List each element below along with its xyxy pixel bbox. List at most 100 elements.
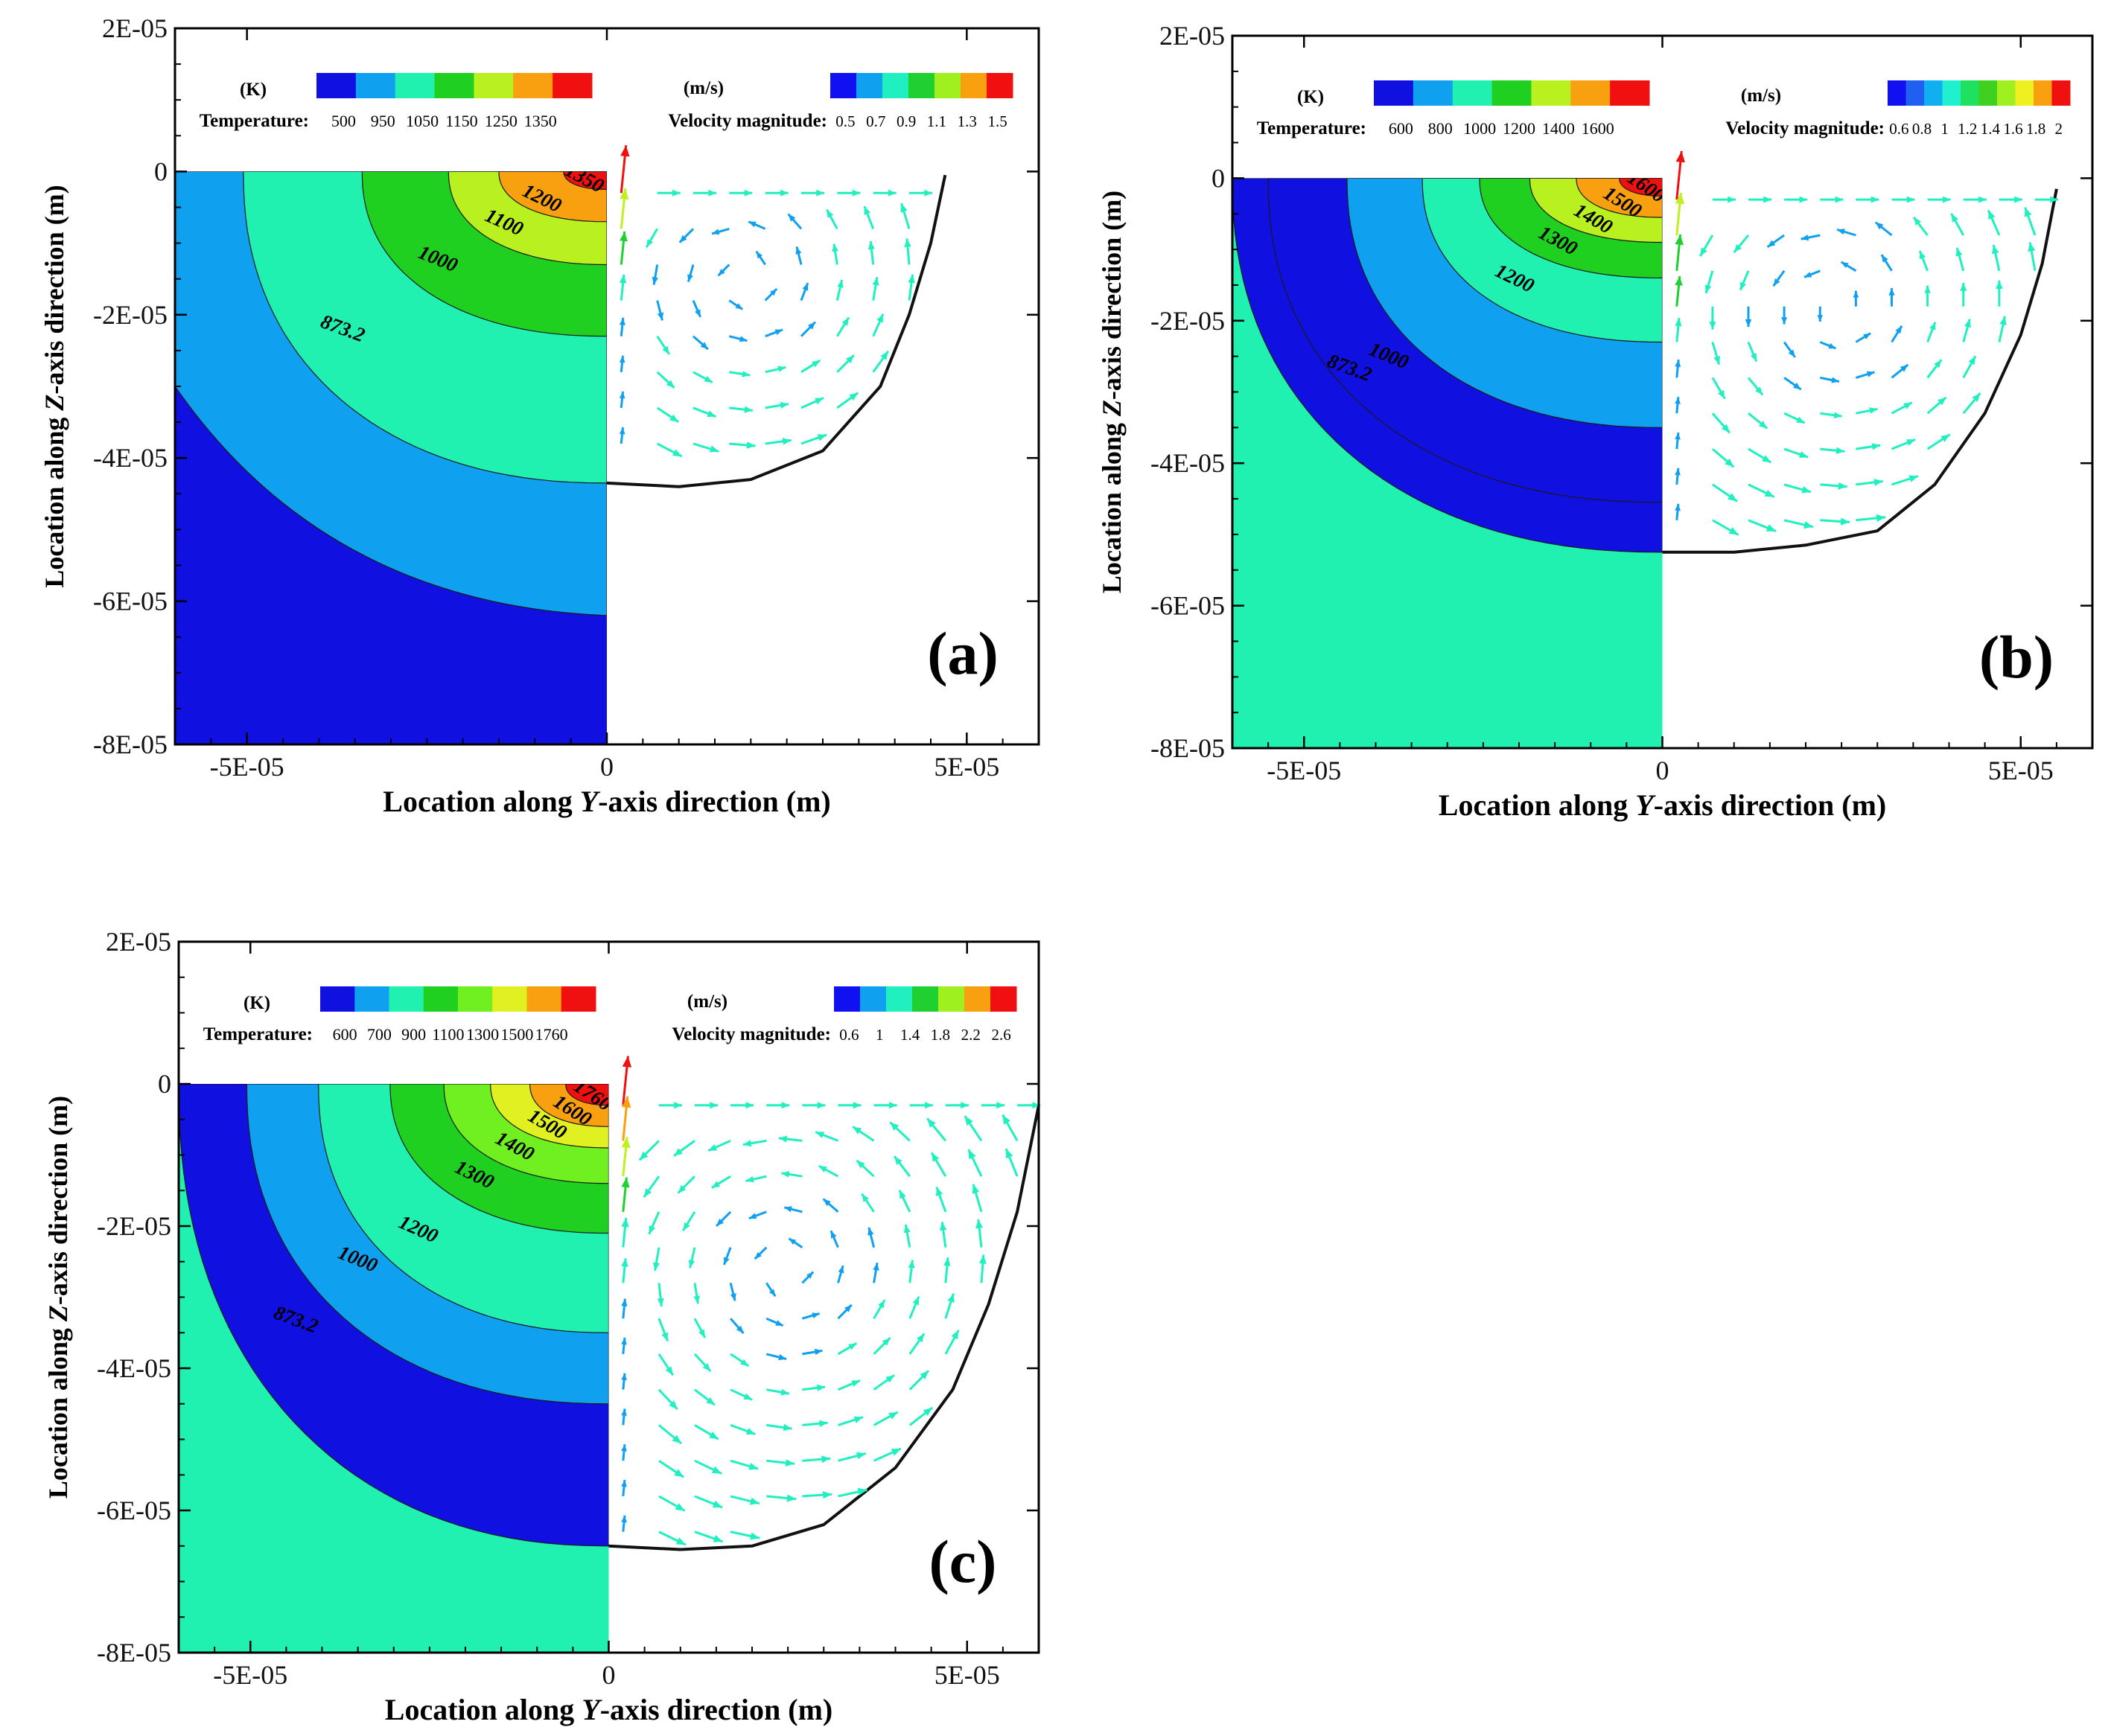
velocity-legend-level: 0.7 xyxy=(866,112,885,130)
velocity-arrowhead xyxy=(849,392,859,401)
x-axis-label-suffix: -axis direction (m) xyxy=(598,785,831,818)
temperature-legend-swatch xyxy=(395,73,436,98)
velocity-arrowhead xyxy=(878,1300,885,1309)
velocity-arrowhead xyxy=(1888,288,1895,296)
temperature-legend-title: Temperature: xyxy=(203,1024,313,1044)
velocity-legend-swatch xyxy=(938,986,965,1012)
velocity-arrowhead xyxy=(1801,486,1811,494)
velocity-arrowhead xyxy=(621,1177,630,1188)
velocity-arrowhead xyxy=(744,189,753,197)
velocity-arrowhead xyxy=(1718,389,1725,399)
velocity-arrowhead xyxy=(812,1312,820,1318)
velocity-arrowhead xyxy=(904,238,911,248)
velocity-arrowhead xyxy=(812,360,821,368)
velocity-arrowhead xyxy=(742,371,751,377)
y-axis-label-var: Z xyxy=(1097,400,1127,417)
velocity-arrowhead xyxy=(619,274,627,284)
y-axis-label: Location along Z-axis direction (m) xyxy=(43,1096,73,1499)
velocity-legend-level: 2.6 xyxy=(991,1026,1010,1044)
temperature-legend-level: 1350 xyxy=(524,112,557,130)
velocity-arrowhead xyxy=(669,414,679,422)
velocity-arrowhead xyxy=(688,1260,695,1269)
velocity-arrowhead xyxy=(1800,234,1809,241)
velocity-arrowhead xyxy=(916,1333,925,1343)
velocity-field xyxy=(619,145,932,458)
panel-label: (a) xyxy=(927,619,999,687)
velocity-arrowhead xyxy=(1881,255,1888,263)
velocity-arrowhead xyxy=(1934,360,1942,368)
velocity-arrowhead xyxy=(1713,356,1721,365)
temperature-legend-level: 900 xyxy=(401,1025,426,1044)
velocity-arrowhead xyxy=(819,1420,828,1427)
velocity-arrowhead xyxy=(678,1184,687,1193)
velocity-arrowhead xyxy=(657,1298,664,1306)
velocity-arrowhead xyxy=(900,1190,906,1199)
velocity-arrowhead xyxy=(739,336,748,342)
velocity-arrowhead xyxy=(815,1132,824,1138)
velocity-arrowhead xyxy=(672,449,682,457)
velocity-arrowhead xyxy=(838,1266,844,1274)
velocity-arrowhead xyxy=(808,322,815,330)
velocity-arrowhead xyxy=(754,1252,762,1260)
velocity-arrowhead xyxy=(857,1487,867,1496)
velocity-arrowhead xyxy=(894,1156,902,1165)
velocity-arrowhead xyxy=(806,1271,814,1279)
velocity-arrowhead xyxy=(832,243,838,252)
velocity-arrowhead xyxy=(621,1408,627,1416)
velocity-arrowhead xyxy=(1709,321,1716,330)
velocity-arrowhead xyxy=(783,1423,792,1432)
velocity-arrowhead xyxy=(780,189,789,197)
velocity-arrowhead xyxy=(1924,285,1931,293)
velocity-arrowhead xyxy=(1833,412,1842,419)
temperature-legend-level: 600 xyxy=(1389,119,1413,138)
y-axis-label-prefix: Location along xyxy=(39,411,69,588)
y-axis-label-var: Z xyxy=(43,1305,73,1322)
velocity-arrowhead xyxy=(718,269,725,276)
velocity-arrowhead xyxy=(622,1056,632,1068)
y-tick-label: -8E-05 xyxy=(97,1638,171,1668)
velocity-arrowhead xyxy=(780,401,789,409)
velocity-arrowhead xyxy=(936,1187,943,1196)
temperature-band xyxy=(565,1084,609,1106)
velocity-legend-swatch xyxy=(830,73,857,98)
velocity-arrowhead xyxy=(620,145,630,157)
temperature-legend-swatch xyxy=(474,73,514,98)
y-tick-label: -6E-05 xyxy=(93,587,168,616)
x-axis-label-var: Y xyxy=(582,1693,602,1726)
velocity-arrowhead xyxy=(1796,416,1805,424)
velocity-arrowhead xyxy=(1906,196,1915,203)
velocity-arrowhead xyxy=(778,1354,787,1361)
temperature-legend-swatch xyxy=(561,986,596,1012)
velocity-arrowhead xyxy=(770,289,777,296)
temperature-band xyxy=(563,171,607,191)
velocity-arrowhead xyxy=(740,1359,749,1366)
velocity-arrowhead xyxy=(706,1397,715,1405)
velocity-arrowhead xyxy=(1773,278,1780,287)
x-tick-label: -5E-05 xyxy=(210,752,284,782)
velocity-arrowhead xyxy=(1955,247,1963,257)
velocity-arrowhead xyxy=(1871,443,1881,450)
velocity-legend-swatch xyxy=(1942,80,1961,106)
velocity-legend-swatch xyxy=(990,986,1017,1012)
x-axis-label: Location along Y-axis direction (m) xyxy=(1439,788,1886,822)
velocity-arrowhead xyxy=(657,312,664,321)
velocity-arrowhead xyxy=(920,1370,929,1379)
velocity-arrowhead xyxy=(695,309,701,317)
velocity-arrowhead xyxy=(666,380,675,388)
temperature-legend-unit: (K) xyxy=(1297,87,1324,107)
velocity-arrowhead xyxy=(621,1298,628,1306)
y-tick-label: -4E-05 xyxy=(93,443,168,473)
velocity-arrowhead xyxy=(712,229,720,235)
velocity-arrowhead xyxy=(1964,319,1971,328)
y-axis-label-var: Z xyxy=(39,395,69,412)
velocity-arrowhead xyxy=(940,1222,947,1231)
temperature-legend-level: 950 xyxy=(371,112,395,130)
temperature-legend-level: 1500 xyxy=(500,1025,533,1044)
velocity-arrowhead xyxy=(1002,1114,1010,1125)
velocity-legend-level: 1 xyxy=(1940,120,1949,138)
velocity-arrowhead xyxy=(643,1188,652,1198)
velocity-arrowhead xyxy=(1900,364,1908,372)
velocity-arrowhead xyxy=(2050,196,2058,203)
velocity-arrowhead xyxy=(1803,521,1814,529)
